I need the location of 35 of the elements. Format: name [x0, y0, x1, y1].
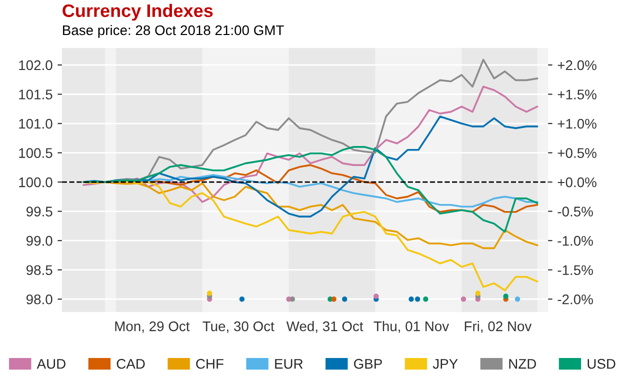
y-tick-label: 101.0: [19, 118, 52, 129]
y-tick-label: 98.0: [26, 294, 52, 304]
x-tick-label: Fri, 02 Nov: [464, 321, 532, 333]
y-tick-label: 102.0: [19, 60, 52, 70]
legend-label: CHF: [196, 358, 224, 369]
x-tick-label: Tue, 30 Oct: [202, 321, 274, 333]
chart-subtitle: Base price: 28 Oct 2018 21:00 GMT: [63, 24, 284, 38]
y-tick-label: 99.5: [26, 206, 52, 216]
legend-label: EUR: [275, 359, 303, 369]
x-tick-label: Wed, 31 Oct: [286, 321, 364, 333]
legend-label: GBP: [354, 358, 382, 369]
y-tick-label: 98.5: [26, 265, 52, 276]
x-tick-label: Mon, 29 Oct: [115, 321, 190, 333]
chart-title: Currency Indexes: [62, 4, 213, 21]
line-series: [82, 86, 538, 203]
legend-label: NZD: [509, 359, 536, 369]
line-series: [82, 146, 538, 233]
y-tick-label: 100.5: [19, 148, 52, 158]
y2-tick-label: -2.0%: [558, 294, 593, 304]
y2-tick-label: +0.5%: [558, 148, 596, 158]
y2-tick-label: -1.0%: [558, 236, 593, 246]
y2-tick-label: +1.0%: [558, 118, 596, 129]
y2-tick-label: +1.5%: [558, 90, 596, 100]
y2-tick-label: -0.5%: [558, 206, 593, 216]
y-tick-label: 101.5: [19, 90, 52, 100]
y2-tick-label: -1.5%: [558, 265, 593, 276]
y-tick-label: 100.0: [19, 177, 52, 188]
legend-label: USD: [588, 358, 616, 369]
legend-label: JPY: [432, 359, 458, 369]
legend-label: CAD: [116, 358, 145, 369]
y-tick-label: 99.0: [26, 236, 52, 246]
x-tick-label: Thu, 01 Nov: [374, 321, 450, 333]
legend-label: AUD: [36, 359, 66, 369]
y2-tick-label: +2.0%: [558, 60, 596, 70]
y2-tick-label: +0.0%: [558, 177, 596, 188]
